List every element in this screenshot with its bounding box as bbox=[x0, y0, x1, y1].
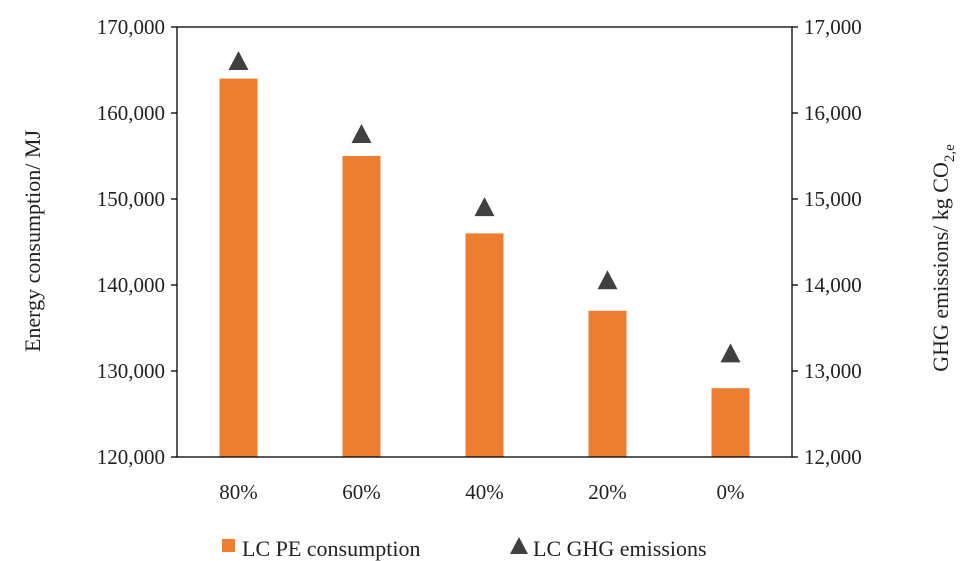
left-tick-label-0: 120,000 bbox=[97, 445, 165, 469]
y2-axis-title-subscript: 2,e bbox=[942, 144, 958, 162]
x-tick-label-0: 80% bbox=[219, 480, 258, 504]
triangle-point-0 bbox=[228, 50, 249, 70]
x-tick-label-1: 60% bbox=[342, 480, 381, 504]
legend: LC PE consumption LC GHG emissions bbox=[222, 536, 707, 561]
bar-1 bbox=[342, 156, 381, 457]
right-tick-label-4: 16,000 bbox=[804, 101, 862, 125]
right-tick-label-3: 15,000 bbox=[804, 187, 862, 211]
triangle-point-1 bbox=[351, 124, 372, 144]
left-axis-ticks: 120,000 130,000 140,000 150,000 160,000 170,0… bbox=[97, 15, 177, 469]
plot-frame bbox=[176, 26, 793, 458]
triangle-point-4 bbox=[720, 343, 741, 363]
y2-axis-title: GHG emissions/ kg CO2,e bbox=[928, 144, 958, 372]
triangle-point-3 bbox=[597, 270, 618, 290]
right-tick-label-5: 17,000 bbox=[804, 15, 862, 39]
left-tick-label-1: 130,000 bbox=[97, 359, 165, 383]
x-axis-ticks: 80% 60% 40% 20% 0% bbox=[219, 480, 744, 504]
bar-4 bbox=[711, 388, 750, 457]
legend-swatch-bar bbox=[222, 539, 235, 552]
y-axis-title: Energy consumption/ MJ bbox=[20, 130, 45, 352]
y2-axis-title-main: GHG emissions/ kg CO bbox=[928, 162, 953, 372]
legend-label-bar: LC PE consumption bbox=[242, 536, 420, 561]
bar-2 bbox=[465, 233, 504, 457]
plot-area bbox=[176, 26, 793, 458]
x-tick-label-3: 20% bbox=[588, 480, 627, 504]
x-tick-label-4: 0% bbox=[717, 480, 745, 504]
legend-swatch-triangle bbox=[510, 537, 528, 554]
triangle-point-2 bbox=[474, 197, 495, 217]
right-axis-ticks: 12,000 13,000 14,000 15,000 16,000 17,000 bbox=[792, 15, 862, 469]
legend-label-triangle: LC GHG emissions bbox=[533, 536, 707, 561]
left-tick-label-2: 140,000 bbox=[97, 273, 165, 297]
bar-0 bbox=[219, 78, 258, 457]
right-tick-label-0: 12,000 bbox=[804, 445, 862, 469]
right-tick-label-1: 13,000 bbox=[804, 359, 862, 383]
x-tick-label-2: 40% bbox=[465, 480, 504, 504]
bar-3 bbox=[588, 310, 627, 457]
left-tick-label-3: 150,000 bbox=[97, 187, 165, 211]
left-tick-label-4: 160,000 bbox=[97, 101, 165, 125]
left-tick-label-5: 170,000 bbox=[97, 15, 165, 39]
right-tick-label-2: 14,000 bbox=[804, 273, 862, 297]
